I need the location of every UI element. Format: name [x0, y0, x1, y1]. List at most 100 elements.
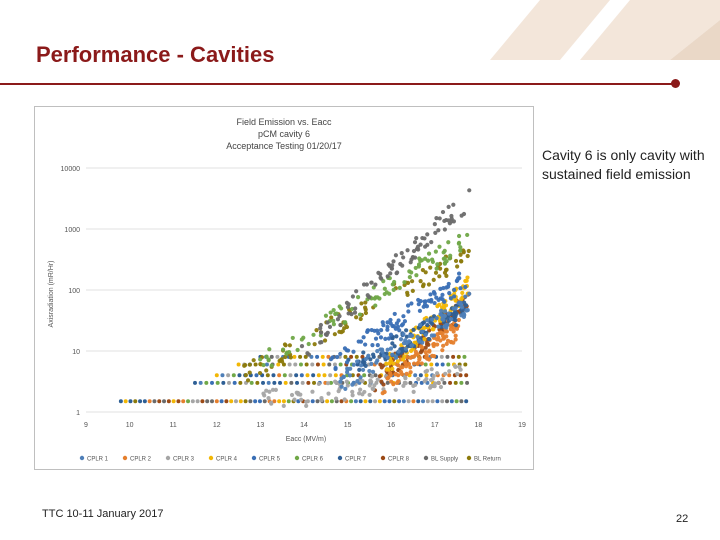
data-point — [429, 333, 434, 338]
data-point — [440, 209, 446, 215]
corner-band-3 — [670, 20, 720, 60]
data-point — [357, 391, 362, 396]
data-point — [363, 399, 368, 404]
data-point — [358, 387, 363, 392]
data-point — [371, 386, 376, 392]
data-point — [361, 282, 367, 287]
data-point — [363, 310, 369, 316]
x-tick-label: 13 — [257, 422, 265, 429]
data-point — [402, 280, 407, 285]
data-point — [123, 399, 128, 404]
data-point — [376, 331, 381, 336]
data-point — [283, 354, 288, 360]
data-point — [432, 291, 437, 296]
data-point — [339, 306, 344, 311]
data-point — [453, 258, 459, 264]
data-point — [408, 355, 413, 360]
data-point — [350, 294, 356, 299]
data-point — [377, 399, 382, 404]
data-point — [325, 381, 331, 386]
data-point — [358, 363, 364, 368]
data-point — [426, 251, 432, 256]
chart-legend: CPLR 1 CPLR 2 CPLR 3 CPLR 4 CPLR 5 CPLR 6 CPLR… — [79, 455, 501, 463]
data-point — [393, 326, 398, 331]
data-point — [440, 292, 445, 297]
legend-marker — [122, 455, 128, 461]
data-point — [400, 263, 405, 268]
data-point — [387, 399, 392, 404]
data-point — [204, 380, 209, 385]
data-point — [416, 301, 421, 307]
data-point — [224, 399, 229, 404]
data-point — [360, 354, 365, 359]
data-point — [276, 362, 281, 367]
data-point — [438, 286, 443, 291]
data-point — [429, 297, 434, 303]
data-point — [401, 383, 406, 388]
page-number: 22 — [676, 513, 689, 525]
data-point — [366, 353, 371, 358]
data-point — [266, 380, 271, 385]
data-point — [220, 373, 225, 378]
data-point — [425, 322, 430, 328]
data-point — [210, 399, 215, 404]
data-point — [444, 259, 449, 264]
data-point — [400, 322, 406, 327]
data-point — [400, 346, 405, 352]
data-point — [406, 309, 411, 314]
data-point — [429, 367, 434, 372]
data-point — [418, 322, 423, 327]
data-point — [395, 359, 400, 364]
data-point — [460, 305, 465, 310]
data-point — [386, 336, 391, 341]
data-point — [354, 289, 359, 294]
data-point — [457, 364, 462, 370]
data-point — [305, 351, 310, 356]
data-point — [409, 279, 415, 284]
data-point — [400, 365, 405, 370]
data-point — [345, 383, 350, 388]
data-point — [384, 361, 389, 366]
data-point — [441, 343, 446, 348]
data-point — [281, 403, 286, 408]
data-point — [367, 383, 372, 388]
data-point — [355, 378, 360, 384]
data-point — [429, 321, 435, 326]
data-point — [348, 366, 353, 371]
corner-band-1 — [490, 0, 610, 60]
data-point — [247, 362, 252, 367]
data-point — [432, 300, 437, 306]
data-point — [261, 391, 266, 396]
data-point — [443, 323, 448, 328]
data-point — [419, 380, 424, 385]
data-point — [415, 360, 421, 366]
data-point — [439, 324, 444, 329]
data-point — [454, 311, 459, 316]
data-point — [355, 359, 360, 364]
data-point — [339, 330, 344, 335]
data-point — [419, 361, 424, 366]
data-point — [404, 371, 409, 376]
data-point — [423, 369, 428, 374]
data-point — [243, 399, 248, 404]
data-point — [193, 380, 197, 385]
data-point — [255, 380, 260, 385]
data-point — [360, 367, 366, 373]
data-point — [363, 300, 368, 305]
data-point — [430, 376, 435, 382]
data-point — [363, 342, 368, 347]
data-point — [451, 354, 456, 359]
data-point — [289, 392, 295, 398]
corner-decoration — [490, 0, 720, 60]
data-point — [332, 332, 337, 337]
data-point — [338, 351, 343, 357]
data-point — [373, 336, 379, 341]
data-point — [408, 370, 413, 375]
data-point — [462, 300, 467, 305]
data-point — [354, 354, 359, 359]
data-point — [383, 336, 388, 341]
data-point — [387, 291, 392, 296]
data-point — [388, 271, 393, 276]
data-point — [458, 252, 463, 257]
legend-label: CPLR 3 — [173, 457, 195, 463]
